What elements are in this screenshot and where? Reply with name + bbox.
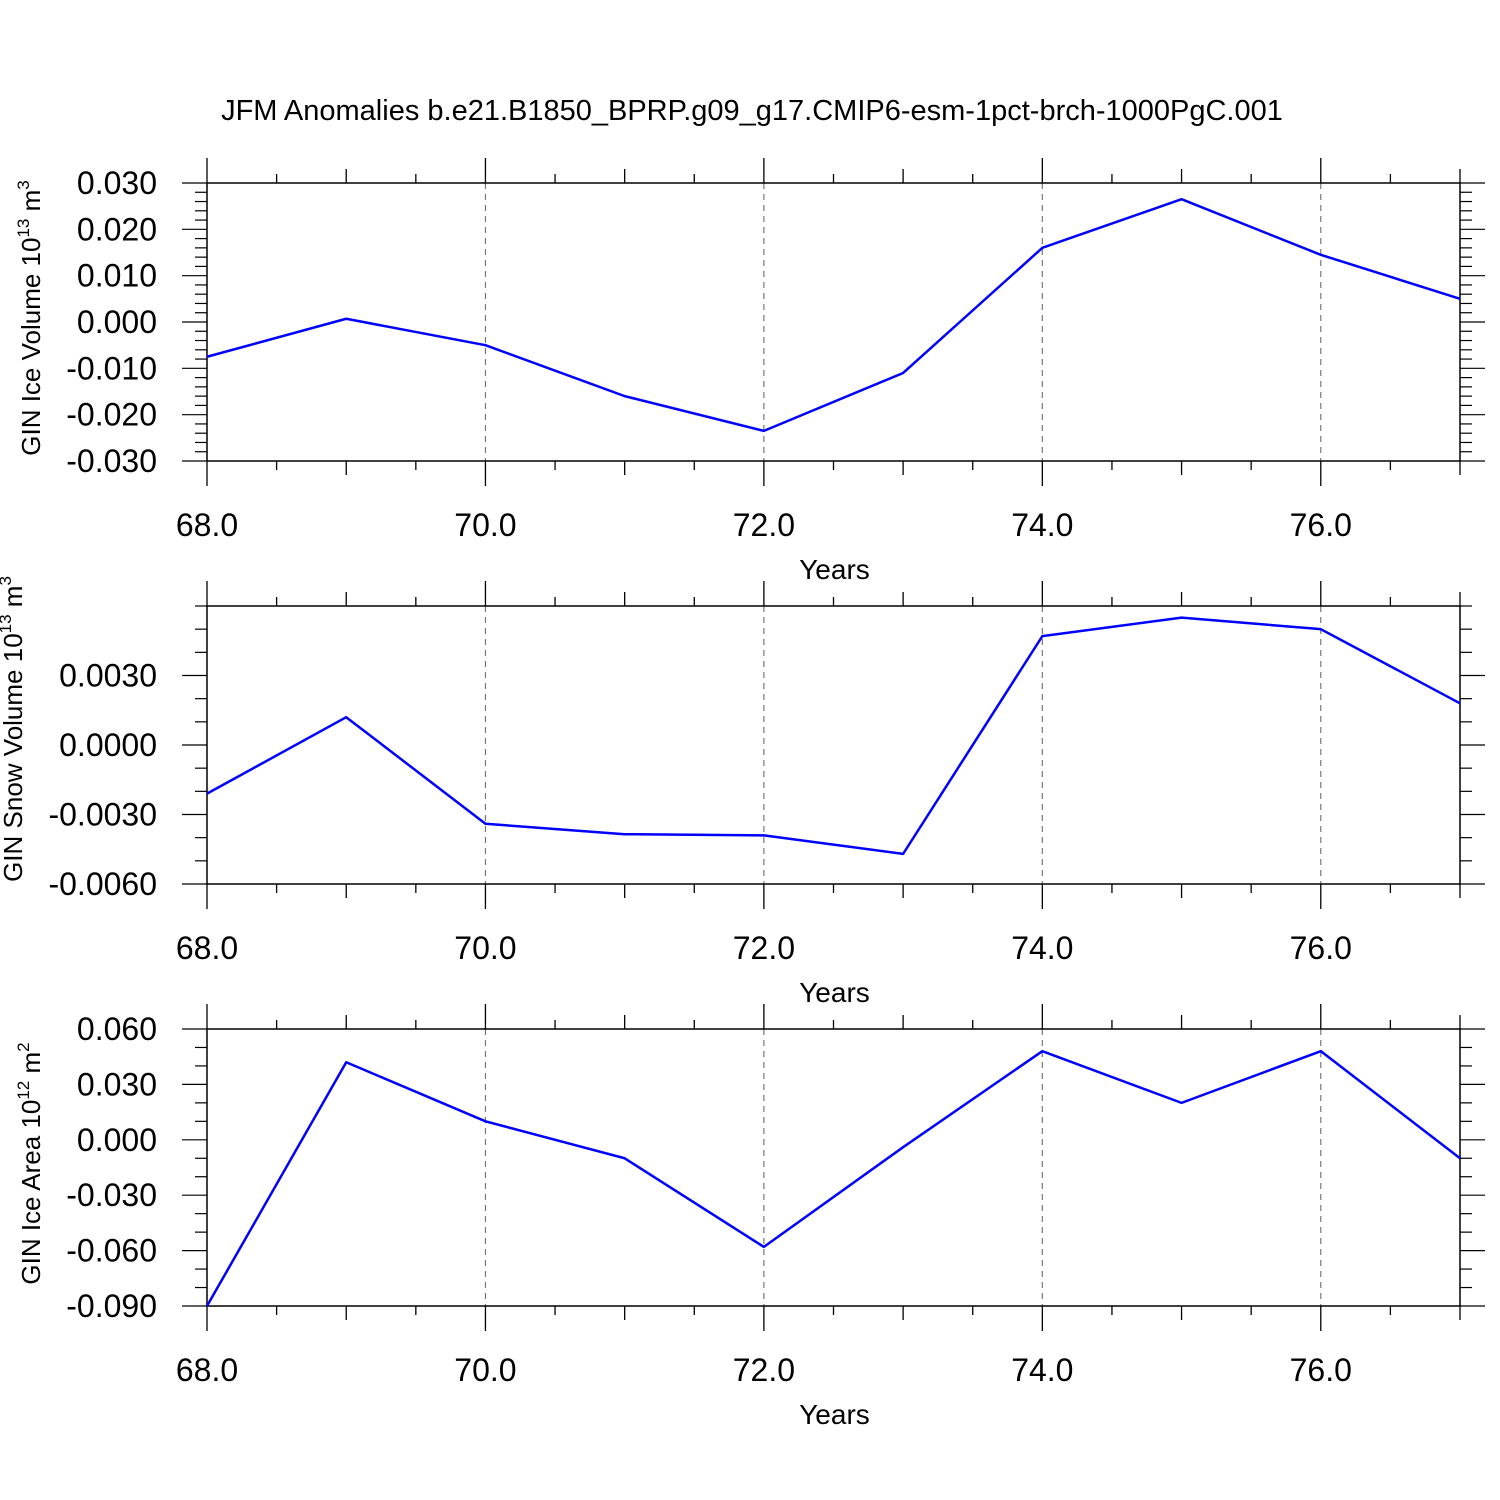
chart-0-ice-volume-xtick-label: 72.0 — [733, 507, 795, 543]
chart-1-snow-volume-xtick-label: 70.0 — [454, 930, 516, 966]
chart-0-ice-volume-ytick-label: -0.030 — [66, 443, 157, 479]
chart-2-ice-area-series-line — [205, 1049, 1461, 1307]
chart-0-ice-volume-ylabel-exp: 13 — [14, 219, 33, 238]
chart-1-snow-volume-xlabel: Years — [799, 977, 870, 1008]
chart-0-ice-volume-xlabel: Years — [799, 554, 870, 585]
chart-2-ice-area-ytick-label: 0.060 — [77, 1011, 157, 1047]
chart-0-ice-volume-ylabel: GIN Ice Volume 1013 m3 — [14, 180, 46, 456]
chart-0-ice-volume-xtick-label: 74.0 — [1011, 507, 1073, 543]
chart-0-ice-volume-ytick-label: 0.030 — [77, 165, 157, 201]
chart-2-ice-area-ytick-label: -0.060 — [66, 1233, 157, 1269]
chart-2-ice-area-xtick-label: 70.0 — [454, 1352, 516, 1388]
chart-1-snow-volume-ytick-label: -0.0030 — [48, 797, 157, 833]
chart-1-snow-volume-ylabel-text: GIN Snow Volume 10 — [0, 633, 28, 882]
chart-2-ice-area-xlabel: Years — [799, 1399, 870, 1430]
chart-0-ice-volume-ytick-label: 0.000 — [77, 304, 157, 340]
snow-volume-panel: 68.0 70.0 72.0 74.0 76.0 Years -0.0060 -0.0030 0… — [0, 576, 1485, 1008]
chart-0-ice-volume-xtick-label: 70.0 — [454, 507, 516, 543]
chart-0-ice-volume-ytick-label: -0.010 — [66, 350, 157, 386]
chart-2-ice-area-xtick-label: 74.0 — [1011, 1352, 1073, 1388]
chart-2-ice-area-xtick-label: 76.0 — [1290, 1352, 1352, 1388]
chart-2-ice-area-ylabel-unit-exp: 2 — [14, 1042, 33, 1051]
chart-2-ice-area-xtick-label: 68.0 — [176, 1352, 238, 1388]
chart-1-snow-volume-xtick-label: 72.0 — [733, 930, 795, 966]
chart-0-ice-volume-ylabel-unit: m — [16, 190, 46, 219]
chart-0-ice-volume-ytick-label: -0.020 — [66, 397, 157, 433]
chart-0-ice-volume-xtick-label: 76.0 — [1290, 507, 1352, 543]
chart-2-ice-area-ylabel: GIN Ice Area 1012 m2 — [14, 1042, 46, 1284]
chart-0-ice-volume-series-line — [206, 197, 1461, 433]
chart-1-snow-volume-ylabel-unit-exp: 3 — [0, 576, 15, 585]
chart-1-snow-volume-ylabel: GIN Snow Volume 1013 m3 — [0, 576, 28, 882]
chart-1-snow-volume-ytick-label: 0.0030 — [59, 658, 157, 694]
figure-title: JFM Anomalies b.e21.B1850_BPRP.g09_g17.C… — [221, 95, 1283, 127]
chart-0-ice-volume-ylabel-text: GIN Ice Volume 10 — [16, 238, 46, 456]
ice-area-panel: 68.0 70.0 72.0 74.0 76.0 Years -0.090 -0.060 -0.… — [14, 1004, 1485, 1430]
chart-2-ice-area-ytick-label: 0.000 — [77, 1122, 157, 1158]
chart-1-snow-volume-xtick-label: 76.0 — [1290, 930, 1352, 966]
chart-1-snow-volume-frame — [206, 605, 1461, 885]
chart-2-ice-area-ylabel-unit: m — [16, 1052, 46, 1081]
chart-1-snow-volume-ytick-label: -0.0060 — [48, 866, 157, 902]
chart-1-snow-volume-ytick-label: 0.0000 — [59, 727, 157, 763]
chart-2-ice-area-ylabel-exp: 12 — [14, 1081, 33, 1100]
chart-2-ice-area-ytick-label: 0.030 — [77, 1066, 157, 1102]
chart-0-ice-volume-ytick-label: 0.010 — [77, 258, 157, 294]
chart-1-snow-volume-xtick-label: 68.0 — [176, 930, 238, 966]
chart-1-snow-volume-ylabel-exp: 13 — [0, 614, 15, 633]
chart-2-ice-area-ytick-label: -0.090 — [66, 1288, 157, 1324]
chart-0-ice-volume-ylabel-unit-exp: 3 — [14, 180, 33, 189]
chart-2-ice-area-ytick-label: -0.030 — [66, 1177, 157, 1213]
chart-0-ice-volume-xtick-label: 68.0 — [176, 507, 238, 543]
chart-1-snow-volume-xtick-label: 74.0 — [1011, 930, 1073, 966]
ice-volume-panel: 68.0 70.0 72.0 74.0 76.0 Years -0.030 -0.020 -0.… — [14, 158, 1485, 585]
chart-1-snow-volume-ylabel-unit: m — [0, 586, 28, 615]
chart-1-snow-volume-series-line — [206, 616, 1461, 856]
chart-0-ice-volume-ytick-label: 0.020 — [77, 211, 157, 247]
chart-2-ice-area-xtick-label: 72.0 — [733, 1352, 795, 1388]
chart-2-ice-area-ylabel-text: GIN Ice Area 10 — [16, 1100, 46, 1285]
chart-0-ice-volume-frame — [206, 182, 1461, 462]
